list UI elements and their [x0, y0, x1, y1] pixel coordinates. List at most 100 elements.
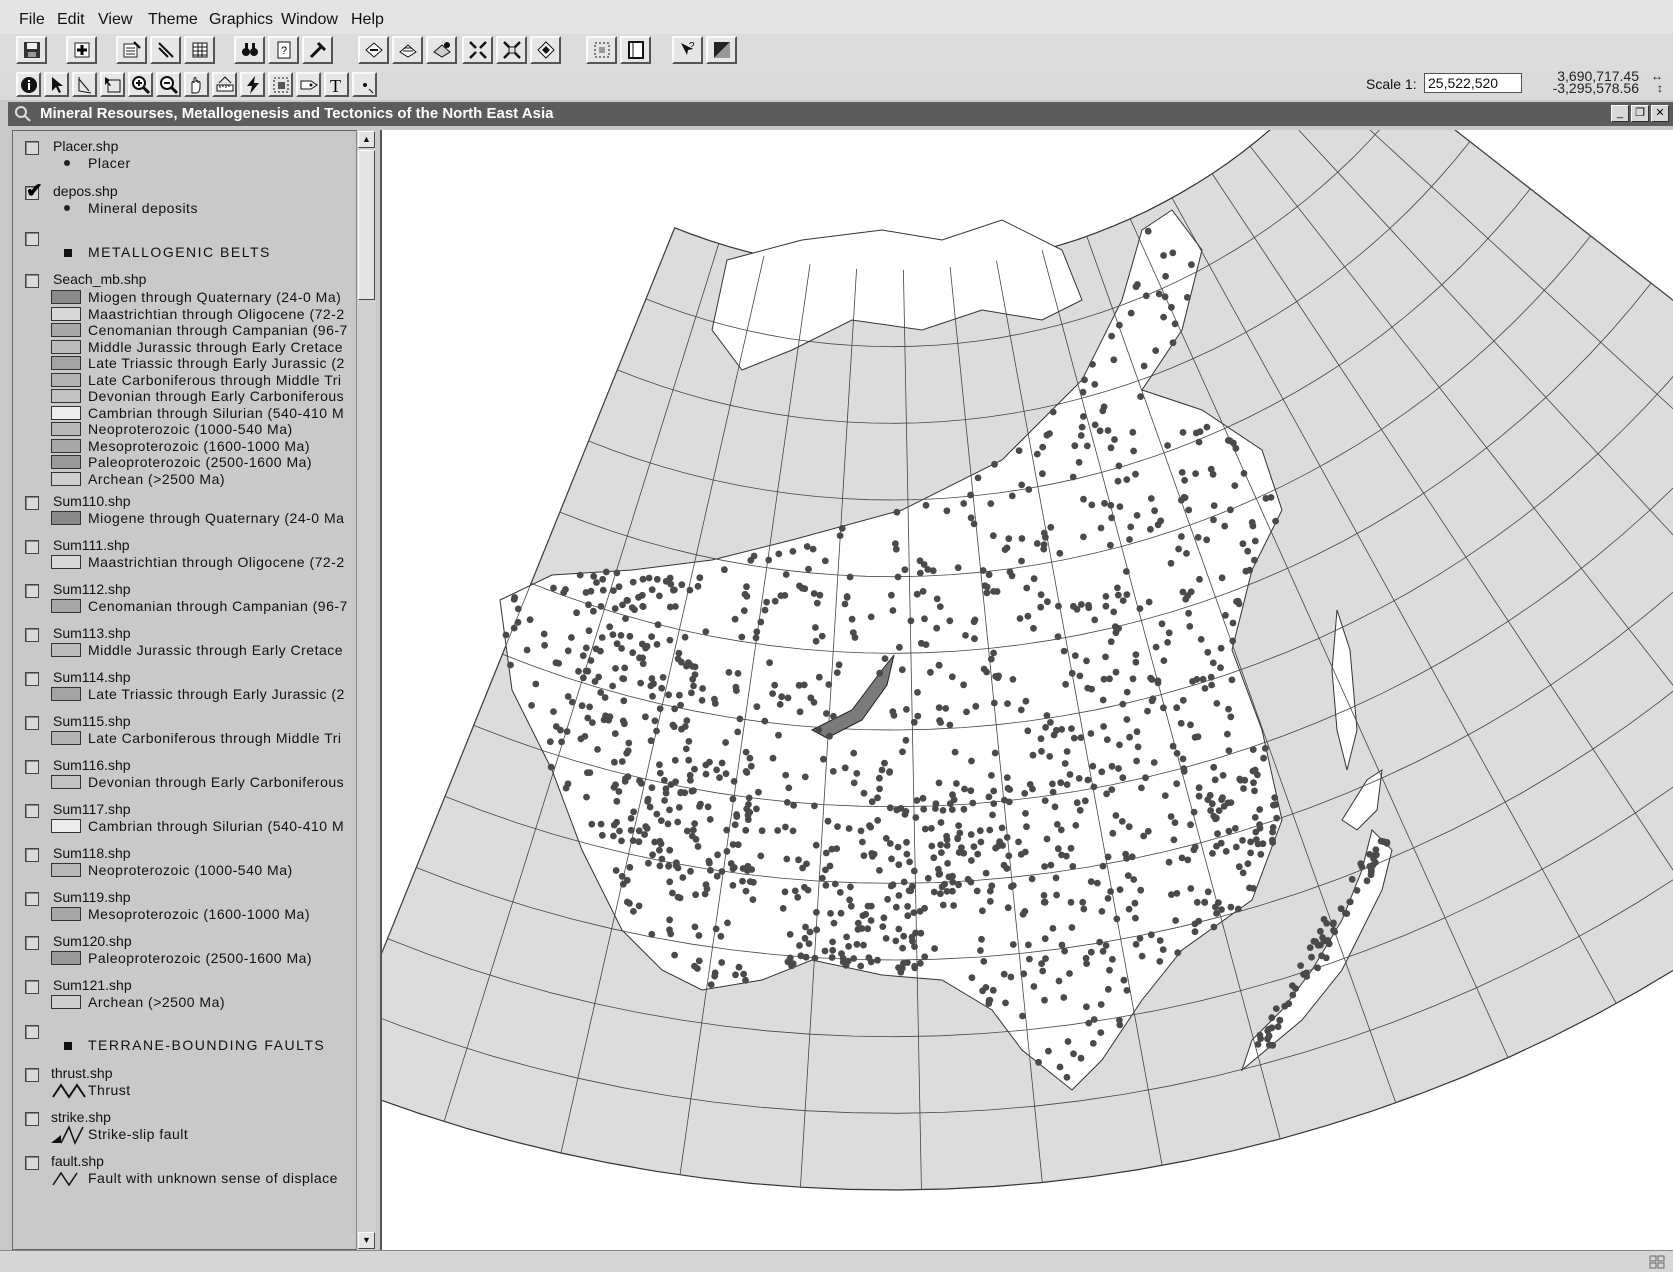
- sum-layer-checkbox[interactable]: [25, 540, 39, 554]
- sum-layer-checkbox[interactable]: [25, 716, 39, 730]
- edit-legend-button[interactable]: [150, 36, 181, 64]
- fault-checkbox[interactable]: [25, 1156, 39, 1170]
- locate-address-button[interactable]: [302, 36, 333, 64]
- scroll-up-button[interactable]: ▲: [358, 131, 375, 148]
- sum-layer-name[interactable]: Sum111.shp: [53, 537, 130, 553]
- close-button[interactable]: ✕: [1651, 105, 1669, 122]
- seach-class-swatch: [51, 455, 81, 469]
- sum-layer-name[interactable]: Sum114.shp: [53, 669, 131, 685]
- save-button[interactable]: [16, 36, 47, 64]
- menu-edit[interactable]: Edit: [57, 11, 85, 28]
- mineral-deposit-point: [1217, 644, 1225, 652]
- thrust-layer-name[interactable]: thrust.shp: [51, 1065, 113, 1081]
- depos-layer-name[interactable]: depos.shp: [53, 183, 118, 199]
- map-canvas[interactable]: [382, 130, 1673, 1250]
- sum-layer-name[interactable]: Sum113.shp: [53, 625, 131, 641]
- mineral-deposit-point: [904, 912, 912, 920]
- mineral-deposit-point: [882, 835, 890, 842]
- hotlink-tool[interactable]: [240, 72, 265, 97]
- menu-graphics[interactable]: Graphics: [209, 11, 274, 28]
- restore-button[interactable]: ❐: [1631, 105, 1649, 122]
- menu-help[interactable]: Help: [351, 11, 384, 28]
- scroll-down-button[interactable]: ▼: [358, 1232, 375, 1249]
- add-theme-button[interactable]: [66, 36, 97, 64]
- zoom-to-selected-button[interactable]: [426, 36, 457, 64]
- sum-layer-name[interactable]: Sum121.shp: [53, 977, 132, 993]
- fault-layer-name[interactable]: fault.shp: [51, 1153, 104, 1169]
- belts-checkbox[interactable]: [25, 232, 39, 246]
- select-feature-tool[interactable]: [100, 72, 125, 97]
- mineral-deposit-point: [1179, 755, 1187, 763]
- draw-point-tool[interactable]: [352, 72, 377, 97]
- sum-layer-name[interactable]: Sum118.shp: [53, 845, 131, 861]
- placer-layer-name[interactable]: Placer.shp: [53, 138, 119, 154]
- sum-layer-name[interactable]: Sum116.shp: [53, 757, 131, 773]
- sum-layer-checkbox[interactable]: [25, 980, 39, 994]
- help-button[interactable]: ?: [672, 36, 703, 64]
- faults-checkbox[interactable]: [25, 1025, 39, 1039]
- sum-layer-name[interactable]: Sum112.shp: [53, 581, 131, 597]
- pan-tool[interactable]: [184, 72, 209, 97]
- menu-file[interactable]: File: [19, 11, 45, 28]
- text-tool[interactable]: T: [324, 72, 349, 97]
- mineral-deposit-point: [1210, 923, 1218, 931]
- mineral-deposit-point: [968, 857, 975, 864]
- sum-layer-name[interactable]: Sum115.shp: [53, 713, 131, 729]
- pointer-tool[interactable]: [44, 72, 69, 97]
- sum-layer-checkbox[interactable]: [25, 584, 39, 598]
- sum-layer-checkbox[interactable]: [25, 848, 39, 862]
- zoom-in-fixed-button[interactable]: [462, 36, 493, 64]
- sum-layer-checkbox[interactable]: [25, 936, 39, 950]
- resize-grip-icon[interactable]: [1649, 1255, 1665, 1269]
- open-table-button[interactable]: [184, 36, 215, 64]
- scroll-thumb[interactable]: [358, 150, 375, 300]
- map-view[interactable]: [380, 130, 1673, 1250]
- mineral-deposit-point: [1071, 652, 1079, 659]
- menu-view[interactable]: View: [98, 11, 133, 28]
- seach-checkbox[interactable]: [25, 274, 39, 288]
- sum-layer-checkbox[interactable]: [25, 892, 39, 906]
- minimize-button[interactable]: _: [1611, 105, 1629, 122]
- zoom-in-tool[interactable]: [128, 72, 153, 97]
- query-builder-button[interactable]: ?: [268, 36, 299, 64]
- zoom-out-fixed-button[interactable]: [496, 36, 527, 64]
- measure-tool[interactable]: [212, 72, 237, 97]
- mineral-deposit-point: [629, 649, 637, 657]
- sum-layer-name[interactable]: Sum110.shp: [53, 493, 131, 509]
- mineral-deposit-point: [1079, 898, 1087, 906]
- vertex-edit-tool[interactable]: [72, 72, 97, 97]
- zoom-previous-button[interactable]: [530, 36, 561, 64]
- label-tool[interactable]: [296, 72, 321, 97]
- shade-button[interactable]: [706, 36, 737, 64]
- sum-layer-checkbox[interactable]: [25, 628, 39, 642]
- find-button[interactable]: [234, 36, 265, 64]
- sum-layer-checkbox[interactable]: [25, 804, 39, 818]
- zoom-to-themes-button[interactable]: [392, 36, 423, 64]
- sum-layer-checkbox[interactable]: [25, 760, 39, 774]
- theme-properties-button[interactable]: [116, 36, 147, 64]
- identify-tool[interactable]: [16, 72, 41, 97]
- strike-layer-name[interactable]: strike.shp: [51, 1109, 111, 1125]
- menu-window[interactable]: Window: [281, 11, 338, 28]
- legend-scrollbar[interactable]: ▲ ▼: [356, 130, 376, 1250]
- sum-layer-checkbox[interactable]: [25, 672, 39, 686]
- mineral-deposit-point: [961, 785, 968, 793]
- sum-layer-name[interactable]: Sum119.shp: [53, 889, 131, 905]
- depos-checkbox[interactable]: ✔: [25, 181, 43, 201]
- select-none-button[interactable]: [586, 36, 617, 64]
- sum-layer-name[interactable]: Sum120.shp: [53, 933, 132, 949]
- zoom-full-extent-button[interactable]: [358, 36, 389, 64]
- thrust-checkbox[interactable]: [25, 1068, 39, 1082]
- zoom-out-tool[interactable]: [156, 72, 181, 97]
- sum-layer-name[interactable]: Sum117.shp: [53, 801, 131, 817]
- placer-checkbox[interactable]: [25, 141, 39, 155]
- sum-layer-checkbox[interactable]: [25, 496, 39, 510]
- area-of-interest-tool[interactable]: [268, 72, 293, 97]
- seach-layer-name[interactable]: Seach_mb.shp: [53, 271, 147, 287]
- mineral-deposit-point: [837, 909, 845, 917]
- scale-input[interactable]: [1424, 73, 1522, 93]
- menu-theme[interactable]: Theme: [148, 11, 198, 28]
- layout-button[interactable]: [620, 36, 651, 64]
- mineral-deposit-point: [1142, 774, 1149, 782]
- strike-checkbox[interactable]: [25, 1112, 39, 1126]
